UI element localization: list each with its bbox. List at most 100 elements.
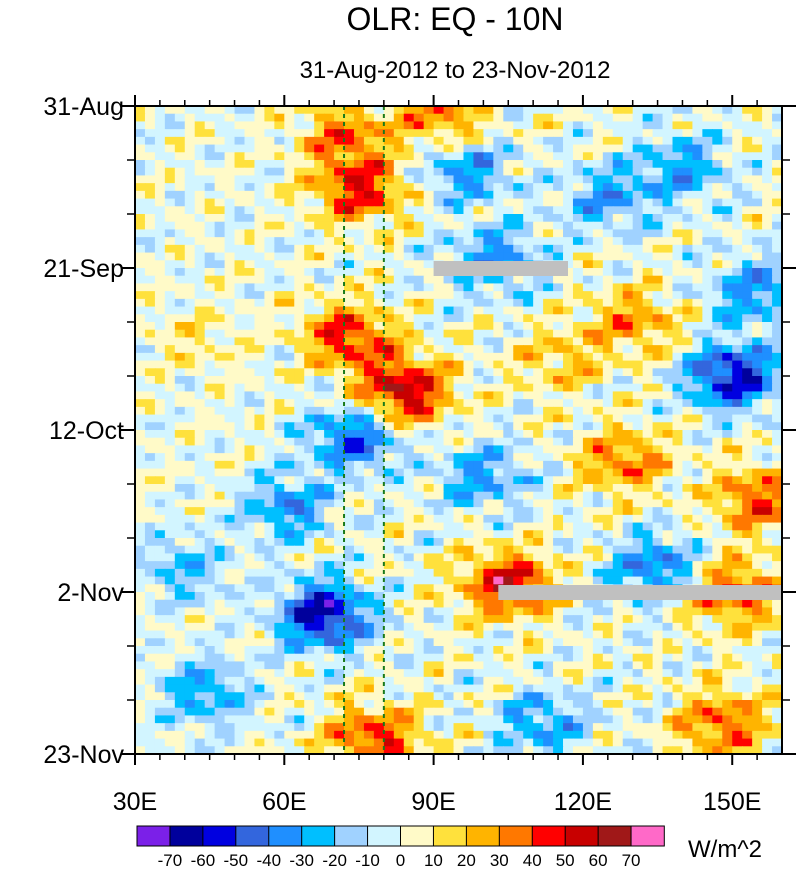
heatmap-cell	[254, 491, 265, 501]
heatmap-cell	[264, 522, 275, 531]
heatmap-cell	[712, 244, 723, 254]
heatmap-cell	[194, 106, 206, 115]
heatmap-cell	[473, 345, 484, 354]
heatmap-cell	[503, 113, 514, 123]
heatmap-cell	[284, 368, 295, 377]
heatmap-cell	[294, 121, 305, 130]
heatmap-cell	[543, 414, 554, 423]
heatmap-cell	[284, 599, 295, 609]
heatmap-cell	[184, 530, 196, 539]
heatmap-cell	[443, 190, 455, 200]
heatmap-cell	[413, 268, 425, 277]
heatmap-cell	[612, 229, 624, 238]
heatmap-cell	[672, 399, 684, 408]
heatmap-cell	[135, 229, 146, 238]
heatmap-cell	[572, 615, 584, 624]
heatmap-cell	[204, 622, 216, 632]
heatmap-cell	[543, 445, 554, 454]
heatmap-cell	[413, 684, 425, 693]
heatmap-cell	[334, 298, 345, 308]
heatmap-cell	[662, 422, 674, 431]
heatmap-cell	[702, 414, 713, 423]
heatmap-cell	[294, 198, 305, 207]
heatmap-cell	[164, 214, 176, 223]
heatmap-cell	[433, 430, 445, 439]
heatmap-cell	[184, 391, 196, 400]
heatmap-cell	[413, 106, 425, 115]
heatmap-cell	[503, 568, 514, 578]
heatmap-cell	[682, 244, 694, 254]
heatmap-cell	[184, 584, 196, 593]
heatmap-cell	[164, 484, 176, 493]
heatmap-cell	[194, 345, 206, 354]
heatmap-cell	[194, 607, 206, 616]
heatmap-cell	[692, 268, 703, 277]
heatmap-cell	[164, 106, 176, 115]
heatmap-cell	[294, 638, 305, 647]
heatmap-cell	[373, 630, 385, 639]
heatmap-cell	[294, 322, 305, 331]
heatmap-cell	[712, 391, 723, 400]
heatmap-cell	[344, 653, 355, 663]
heatmap-cell	[373, 376, 385, 385]
heatmap-cell	[622, 568, 634, 578]
heatmap-cell	[284, 607, 295, 616]
heatmap-cell	[463, 692, 475, 701]
heatmap-cell	[164, 113, 176, 123]
heatmap-cell	[752, 206, 763, 215]
heatmap-cell	[503, 692, 514, 701]
heatmap-cell	[184, 630, 196, 639]
heatmap-cell	[144, 298, 156, 308]
heatmap-cell	[274, 237, 285, 246]
heatmap-cell	[722, 214, 733, 223]
heatmap-cell	[553, 499, 564, 508]
heatmap-cell	[772, 314, 782, 323]
heatmap-cell	[632, 684, 644, 693]
heatmap-cell	[463, 175, 475, 184]
heatmap-cell	[234, 584, 246, 593]
heatmap-cell	[752, 476, 763, 485]
heatmap-cell	[284, 530, 295, 539]
heatmap-cell	[772, 337, 782, 346]
heatmap-cell	[622, 283, 634, 292]
heatmap-cell	[493, 576, 504, 585]
heatmap-cell	[473, 329, 484, 339]
heatmap-cell	[135, 453, 146, 462]
heatmap-cell	[353, 306, 365, 315]
heatmap-cell	[214, 484, 226, 493]
heatmap-cell	[314, 676, 325, 686]
heatmap-cell	[582, 507, 594, 516]
heatmap-cell	[154, 692, 166, 701]
heatmap-cell	[154, 653, 166, 663]
heatmap-cell	[732, 630, 743, 639]
heatmap-cell	[572, 244, 584, 254]
heatmap-cell	[184, 599, 196, 609]
heatmap-cell	[652, 561, 664, 570]
heatmap-cell	[304, 476, 315, 485]
heatmap-cell	[453, 314, 465, 323]
heatmap-cell	[344, 268, 355, 277]
heatmap-cell	[443, 453, 455, 462]
heatmap-cell	[154, 144, 166, 153]
heatmap-cell	[503, 499, 514, 508]
heatmap-cell	[543, 684, 554, 693]
heatmap-cell	[393, 160, 405, 169]
heatmap-cell	[294, 152, 305, 161]
heatmap-cell	[154, 306, 166, 315]
heatmap-cell	[353, 538, 365, 547]
heatmap-cell	[254, 322, 265, 331]
heatmap-cell	[314, 306, 325, 315]
heatmap-cell	[314, 630, 325, 639]
heatmap-cell	[433, 152, 445, 161]
heatmap-cell	[224, 576, 236, 585]
heatmap-cell	[433, 422, 445, 431]
heatmap-cell	[304, 345, 315, 354]
heatmap-cell	[702, 244, 713, 254]
heatmap-cell	[473, 499, 484, 508]
heatmap-cell	[453, 484, 465, 493]
heatmap-cell	[473, 237, 484, 246]
heatmap-cell	[632, 399, 644, 408]
heatmap-cell	[174, 545, 186, 555]
heatmap-cell	[762, 214, 773, 223]
heatmap-cell	[393, 669, 405, 678]
